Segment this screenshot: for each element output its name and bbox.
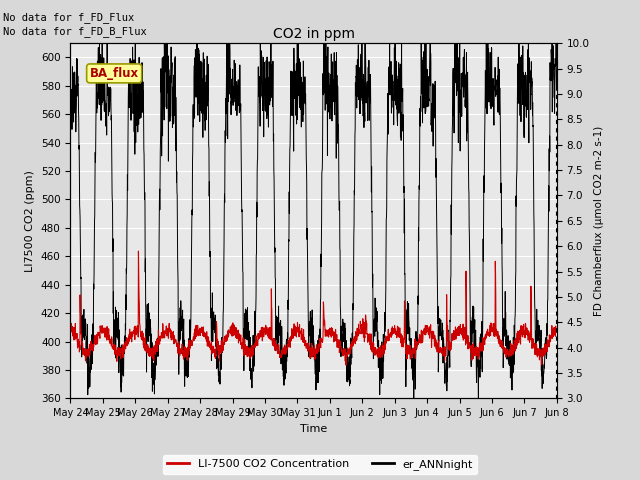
Text: No data for f_FD_B_Flux: No data for f_FD_B_Flux [3,26,147,37]
Y-axis label: LI7500 CO2 (ppm): LI7500 CO2 (ppm) [26,170,35,272]
X-axis label: Time: Time [300,424,327,433]
Legend: LI-7500 CO2 Concentration, er_ANNnight: LI-7500 CO2 Concentration, er_ANNnight [163,455,477,474]
Y-axis label: FD Chamberflux (μmol CO2 m-2 s-1): FD Chamberflux (μmol CO2 m-2 s-1) [594,126,604,316]
Text: BA_flux: BA_flux [90,67,139,80]
Title: CO2 in ppm: CO2 in ppm [273,27,355,41]
Text: No data for f_FD_Flux: No data for f_FD_Flux [3,12,134,23]
